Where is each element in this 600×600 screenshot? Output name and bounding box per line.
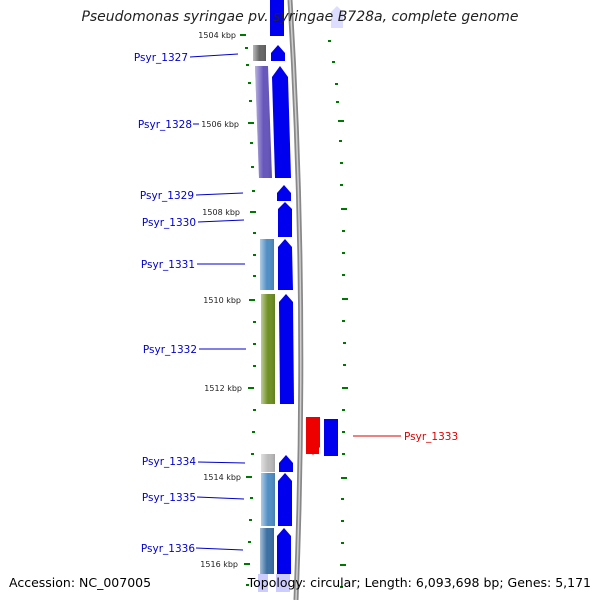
gene-label-psyr-1333[interactable]: Psyr_1333 [404,431,458,443]
cog-bars [253,45,320,574]
gene-arrow-psyr-1333[interactable] [324,419,338,456]
gene-arrow-psyr-1336[interactable] [277,528,291,574]
gene-arrow-psyr-1335[interactable] [278,473,292,526]
scale-label-1506: 1506 kbp [201,120,239,129]
gene-label-psyr-1331[interactable]: Psyr_1331 [141,259,195,271]
gene-arrow-partial-top [270,0,284,36]
gene-label-psyr-1334[interactable]: Psyr_1334 [142,456,196,468]
scale-ticks-left [240,34,256,586]
scale-label-1514: 1514 kbp [203,473,241,482]
gene-arrow-psyr-1327[interactable] [271,45,285,61]
gene-arrow-psyr-1330[interactable] [278,202,292,237]
scale-label-1516: 1516 kbp [200,560,238,569]
gene-label-psyr-1330[interactable]: Psyr_1330 [142,217,196,229]
gene-label-psyr-1335[interactable]: Psyr_1335 [142,492,196,504]
gene-arrow-psyr-1329[interactable] [277,185,291,201]
gene-label-psyr-1336[interactable]: Psyr_1336 [141,543,195,555]
gene-arrow-psyr-1331[interactable] [278,239,293,290]
gene-arrows [270,0,338,574]
scale-ticks-right [328,40,348,588]
gene-arrow-psyr-1332[interactable] [279,294,294,404]
scale-label-1504: 1504 kbp [198,31,236,40]
gene-label-psyr-1327[interactable]: Psyr_1327 [134,52,188,64]
scale-label-1508: 1508 kbp [202,208,240,217]
gene-label-psyr-1332[interactable]: Psyr_1332 [143,344,197,356]
scale-label-1510: 1510 kbp [203,296,241,305]
genome-summary: Topology: circular; Length: 6,093,698 bp… [247,575,591,590]
gene-arrow-psyr-1328[interactable] [272,66,291,178]
label-connectors [189,53,401,551]
gene-label-psyr-1328[interactable]: Psyr_1328 [138,119,192,131]
scale-label-1512: 1512 kbp [204,384,242,393]
genome-title: Pseudomonas syringae pv. syringae B728a,… [81,9,519,25]
accession-label: Accession: NC_007005 [9,575,152,590]
gene-label-psyr-1329[interactable]: Psyr_1329 [140,190,194,202]
gene-arrow-psyr-1334[interactable] [279,455,293,472]
